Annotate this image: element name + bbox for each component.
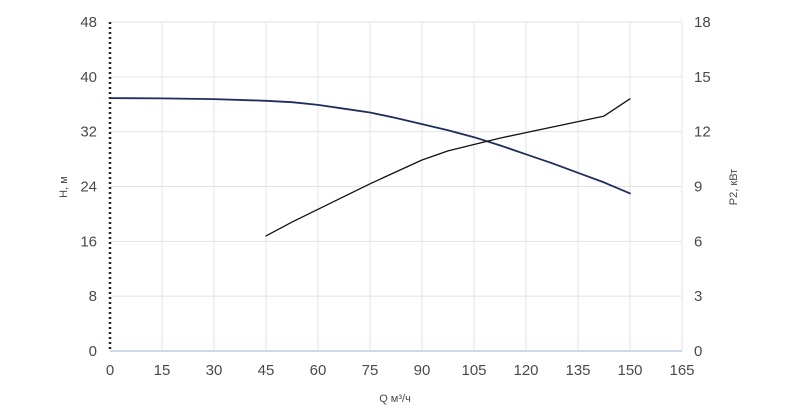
grid-lines [110, 21, 683, 351]
x-tick-label: 105 [461, 362, 486, 379]
y-left-tick-label: 40 [80, 69, 97, 86]
x-tick-label: 30 [206, 362, 223, 379]
y-left-tick-label: 32 [80, 124, 97, 141]
y-right-axis-title: P2, кВт [728, 169, 740, 205]
y-left-tick-label: 8 [89, 288, 97, 305]
y-right-tick-labels: 0 3 6 9 12 15 18 [694, 14, 711, 360]
axes [108, 22, 683, 352]
y-right-tick-label: 15 [694, 69, 711, 86]
y-left-tick-labels: 0 8 16 24 32 40 48 [80, 14, 97, 360]
y-left-axis-title: H, м [58, 176, 70, 198]
x-tick-labels: 0 15 30 45 60 75 90 105 120 135 150 165 [106, 362, 695, 379]
y-left-tick-label: 24 [80, 179, 97, 196]
y-right-tick-label: 3 [694, 288, 702, 305]
x-tick-label: 150 [617, 362, 642, 379]
y-left-tick-label: 0 [89, 343, 97, 360]
x-tick-label: 60 [310, 362, 327, 379]
y-left-tick-label: 48 [80, 14, 97, 31]
x-tick-label: 120 [513, 362, 538, 379]
y-right-tick-label: 9 [694, 179, 702, 196]
y-right-tick-label: 0 [694, 343, 702, 360]
y-right-tick-label: 18 [694, 14, 711, 31]
series-lines [109, 97, 631, 237]
x-tick-label: 90 [414, 362, 431, 379]
x-tick-label: 15 [154, 362, 171, 379]
x-tick-label: 135 [565, 362, 590, 379]
x-tick-label: 165 [669, 362, 694, 379]
y-right-tick-label: 12 [694, 124, 711, 141]
y-right-tick-label: 6 [694, 233, 702, 250]
power-curve-line [265, 98, 631, 237]
x-tick-label: 45 [258, 362, 275, 379]
x-axis-title: Q м³/ч [379, 393, 411, 405]
x-tick-label: 0 [106, 362, 114, 379]
x-tick-label: 75 [362, 362, 379, 379]
head-curve-line [109, 97, 631, 195]
y-left-tick-label: 16 [80, 233, 97, 250]
